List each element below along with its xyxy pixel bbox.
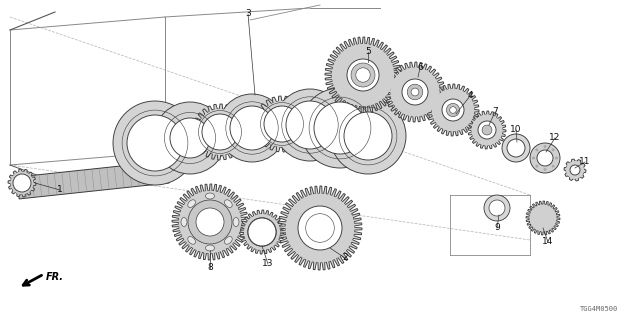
Ellipse shape [205,245,214,251]
Ellipse shape [225,236,232,244]
Circle shape [536,164,538,168]
Polygon shape [240,210,284,254]
Circle shape [390,68,440,116]
Circle shape [347,59,379,91]
Text: 14: 14 [542,237,554,246]
Text: TGG4M0500: TGG4M0500 [580,306,618,312]
Circle shape [552,164,555,168]
Circle shape [484,195,510,221]
Polygon shape [427,84,479,136]
Polygon shape [468,111,506,149]
Circle shape [196,208,224,236]
Circle shape [532,156,535,159]
Circle shape [530,143,560,173]
Polygon shape [192,104,248,160]
Circle shape [407,84,423,100]
Circle shape [332,44,394,106]
Circle shape [154,102,226,174]
Circle shape [314,102,366,154]
Circle shape [13,174,31,192]
Circle shape [411,88,419,96]
Circle shape [218,94,286,162]
Text: 10: 10 [510,125,522,134]
Circle shape [202,114,238,150]
Circle shape [552,148,555,151]
Polygon shape [17,161,169,199]
Circle shape [489,200,505,216]
Circle shape [478,121,496,139]
Text: 11: 11 [579,157,591,166]
Circle shape [179,191,241,253]
Text: 13: 13 [262,260,274,268]
Circle shape [536,148,538,151]
Circle shape [537,150,553,166]
Circle shape [447,103,460,116]
Circle shape [10,172,33,195]
Circle shape [298,206,342,250]
Circle shape [442,99,464,121]
Polygon shape [8,169,36,197]
Circle shape [286,101,334,149]
Circle shape [259,101,305,147]
Text: 2: 2 [342,253,348,262]
Circle shape [230,106,274,150]
Text: 4: 4 [467,92,473,100]
Text: FR.: FR. [46,272,64,282]
Circle shape [196,208,224,236]
Circle shape [507,139,525,157]
Circle shape [402,79,428,105]
Circle shape [248,218,276,246]
Circle shape [344,112,392,160]
Circle shape [502,134,530,162]
Circle shape [432,89,474,131]
Text: 3: 3 [245,10,251,19]
Text: 6: 6 [417,63,423,73]
Circle shape [570,165,580,175]
Text: 8: 8 [207,263,213,273]
Text: 12: 12 [549,133,561,142]
Ellipse shape [233,218,239,227]
Circle shape [472,115,502,146]
Ellipse shape [181,218,187,227]
Polygon shape [172,184,248,260]
Circle shape [188,200,232,244]
Circle shape [127,115,183,171]
Circle shape [244,214,280,250]
Circle shape [113,101,197,185]
Circle shape [356,68,370,82]
Text: 1: 1 [57,186,63,195]
Circle shape [285,194,355,262]
Polygon shape [278,186,362,270]
Circle shape [274,89,346,161]
Polygon shape [526,201,560,235]
Circle shape [330,98,406,174]
Polygon shape [564,159,586,181]
Circle shape [300,88,380,168]
Text: 7: 7 [492,108,498,116]
Ellipse shape [205,193,214,199]
Circle shape [555,156,558,159]
Circle shape [482,125,492,135]
Circle shape [566,161,584,179]
Circle shape [264,106,300,142]
Circle shape [351,63,375,87]
Ellipse shape [188,200,195,207]
Ellipse shape [225,200,232,207]
Ellipse shape [188,236,195,244]
Text: 9: 9 [494,223,500,233]
Circle shape [450,107,456,113]
Circle shape [197,109,243,155]
Text: 5: 5 [365,47,371,57]
Polygon shape [254,96,310,152]
Polygon shape [385,62,445,122]
Circle shape [543,145,547,148]
Polygon shape [325,37,401,113]
Circle shape [543,168,547,171]
Circle shape [170,118,210,158]
